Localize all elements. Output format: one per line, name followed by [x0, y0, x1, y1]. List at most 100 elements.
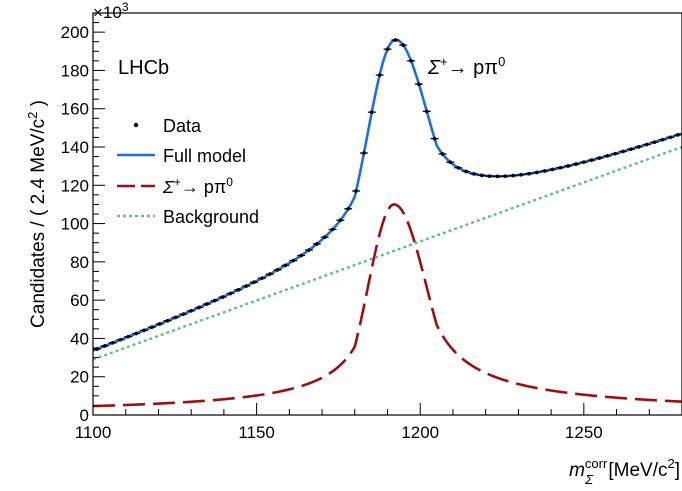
y-tick-label: 20 — [70, 368, 89, 387]
data-point — [658, 137, 667, 142]
data-point — [273, 268, 282, 272]
data-point — [391, 38, 400, 42]
data-point — [242, 284, 251, 288]
data-point — [289, 258, 298, 263]
y-tick-label: 100 — [61, 215, 89, 234]
experiment-label: LHCb — [118, 57, 169, 79]
legend-background-label: Background — [163, 207, 259, 227]
decay-label: Σ+→ pπ0 — [427, 54, 505, 79]
legend-entry-data: Data — [133, 116, 202, 136]
data-point — [155, 322, 164, 326]
data-point — [147, 325, 156, 329]
legend-full-model-label: Full model — [163, 146, 246, 166]
data-point — [124, 334, 133, 339]
data-point — [163, 318, 172, 323]
data-point — [587, 158, 596, 162]
data-point — [532, 170, 541, 175]
data-point — [195, 305, 203, 310]
data-point — [187, 309, 196, 313]
data-point — [619, 149, 628, 154]
data-point — [611, 151, 620, 156]
background-curve — [92, 145, 682, 361]
data-point — [226, 291, 235, 296]
data-point — [265, 272, 274, 276]
data-point — [312, 242, 321, 246]
data-point — [257, 276, 266, 281]
data-point — [634, 145, 643, 149]
data-point — [414, 82, 423, 86]
data-point — [132, 331, 141, 336]
legend-data-label: Data — [163, 116, 202, 136]
x-axis: 1100 1150 1200 1250 — [75, 403, 682, 442]
legend-entry-signal: Σ+→ pπ0 — [117, 175, 233, 197]
data-point — [540, 169, 549, 173]
data-point — [210, 298, 219, 303]
data-point — [100, 344, 109, 348]
y-multiplier: ×103 — [93, 0, 129, 22]
data-point — [627, 147, 635, 151]
data-point — [595, 156, 604, 160]
data-point — [579, 160, 588, 164]
y-tick-label: 60 — [70, 291, 89, 310]
data-point — [477, 173, 486, 178]
y-tick-label: 40 — [70, 329, 89, 348]
legend-data-marker — [133, 122, 139, 128]
data-point — [336, 218, 345, 223]
data-point — [524, 171, 533, 176]
data-point — [179, 312, 188, 316]
legend-entry-full-model: Full model — [117, 146, 246, 166]
data-point — [383, 47, 392, 51]
data-point — [108, 341, 117, 345]
data-point — [493, 174, 502, 179]
data-point — [446, 160, 455, 165]
data-point — [650, 140, 659, 144]
data-point — [171, 315, 180, 320]
y-tick-label: 120 — [61, 176, 89, 195]
x-tick-label: 1100 — [75, 423, 112, 442]
data-point — [344, 207, 353, 211]
y-tick-label: 140 — [61, 138, 89, 157]
data-point — [469, 172, 478, 176]
data-point — [517, 172, 525, 177]
data-point — [438, 152, 447, 156]
data-point — [297, 253, 306, 258]
data-point — [116, 337, 125, 342]
data-point — [360, 151, 368, 155]
data-point — [367, 110, 376, 114]
data-point — [572, 162, 580, 166]
data-point — [422, 109, 431, 114]
x-tick-label: 1250 — [565, 423, 603, 442]
data-point — [250, 280, 258, 285]
data-point — [218, 295, 227, 299]
signal-curve — [92, 203, 682, 408]
data-point — [454, 165, 463, 170]
data-points — [93, 38, 682, 351]
data-point — [234, 288, 243, 292]
data-point — [485, 174, 494, 178]
legend-entry-background: Background — [117, 207, 259, 227]
data-point — [501, 174, 510, 178]
data-point — [642, 142, 651, 147]
x-tick-label: 1200 — [401, 423, 439, 442]
data-point — [140, 328, 148, 333]
data-point — [202, 302, 211, 306]
data-point — [564, 164, 573, 168]
y-tick-label: 200 — [61, 23, 89, 42]
data-point — [430, 136, 439, 141]
data-point — [666, 135, 675, 140]
data-point — [548, 167, 557, 172]
y-axis-title: Candidates / ( 2.4 MeV/c2 ) — [25, 100, 49, 328]
data-point — [407, 58, 415, 63]
data-point — [375, 73, 384, 77]
data-point — [352, 189, 361, 193]
y-tick-label: 160 — [61, 100, 89, 119]
y-tick-label: 80 — [70, 253, 89, 272]
y-axis: 0 20 40 60 80 100 120 140 160 180 200 — [61, 12, 105, 425]
data-point — [320, 235, 329, 240]
data-point — [399, 43, 408, 47]
data-point — [603, 154, 612, 158]
x-axis-title: mcorr Σ [MeV/c2] — [569, 456, 680, 487]
data-point — [328, 227, 337, 232]
y-tick-label: 0 — [80, 406, 89, 425]
